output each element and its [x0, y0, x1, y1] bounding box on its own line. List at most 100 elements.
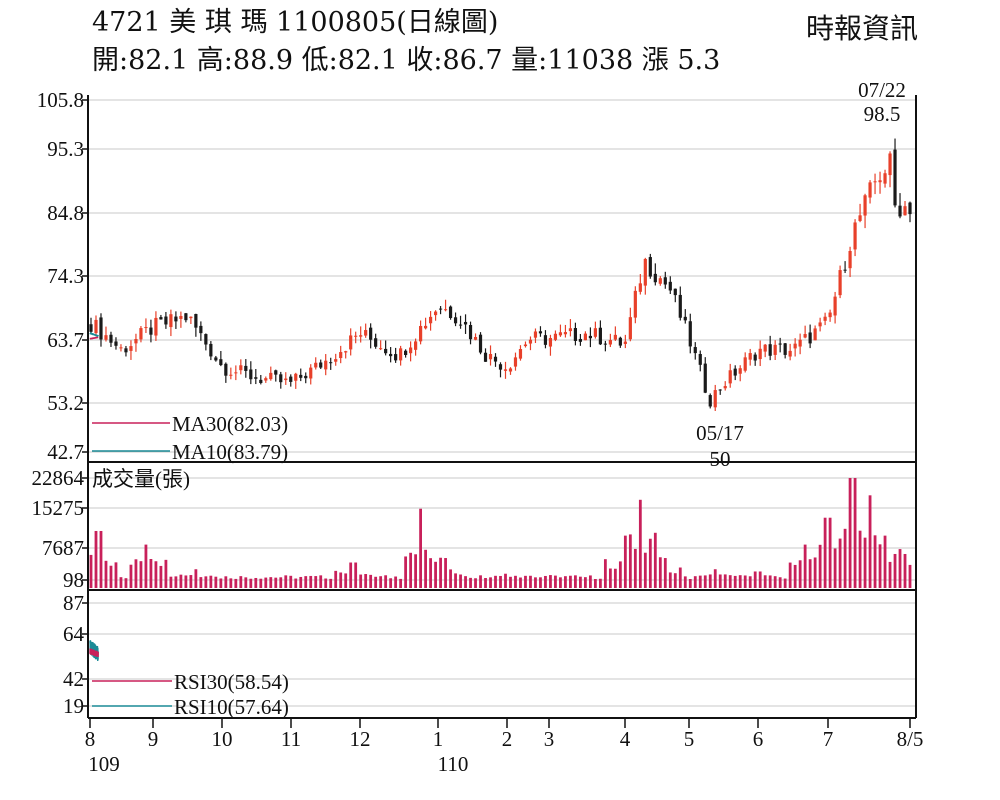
volume-bar — [289, 575, 293, 588]
volume-bar — [184, 575, 188, 588]
volume-bar — [264, 577, 268, 588]
candle-body — [723, 386, 727, 389]
volume-bar — [169, 576, 173, 588]
candle-body — [349, 335, 353, 350]
candle-body — [823, 316, 827, 321]
candle-body — [314, 362, 318, 368]
candle-body — [838, 270, 842, 296]
candle-body — [788, 350, 792, 357]
volume-bar — [653, 532, 657, 588]
y-tick-label: 53.2 — [47, 391, 84, 415]
candle-body — [94, 319, 98, 334]
candle-body — [224, 363, 228, 376]
volume-bar — [429, 558, 432, 588]
volume-bar — [204, 576, 208, 588]
candle-body — [853, 222, 857, 250]
candle-body — [269, 372, 273, 380]
volume-bar — [783, 578, 787, 588]
candle-body — [613, 334, 617, 340]
candle-body — [219, 359, 223, 366]
candle-body — [458, 324, 463, 326]
volume-bar — [379, 576, 383, 588]
volume-bar — [464, 576, 467, 588]
rsi30-legend-label: RSI30(58.54) — [174, 670, 289, 694]
candle-body — [748, 353, 752, 360]
source-label: 時報資訊 — [805, 12, 918, 45]
candle-body — [848, 250, 852, 269]
candle-body — [758, 348, 762, 360]
volume-bar — [224, 576, 228, 588]
volume-bar — [174, 576, 178, 588]
candle-body — [453, 317, 458, 324]
candle-body — [548, 338, 553, 347]
volume-bar — [668, 572, 672, 588]
volume-bar — [728, 575, 732, 588]
candle-body — [404, 350, 408, 356]
volume-bar — [119, 577, 123, 588]
candle-body — [174, 316, 178, 322]
candle-body — [648, 257, 652, 277]
volume-bar — [434, 561, 437, 588]
volume-bar — [304, 576, 308, 588]
volume-bar — [773, 576, 777, 588]
candle-body — [528, 339, 533, 344]
volume-bar — [144, 544, 148, 588]
candle-body — [493, 356, 498, 362]
volume-bar — [424, 549, 427, 588]
volume-bar — [179, 574, 183, 588]
high-value-label: 98.5 — [864, 102, 901, 126]
candle-body — [304, 375, 308, 379]
volume-bar — [813, 557, 817, 588]
candle-body — [409, 347, 413, 354]
y-tick-label: 87 — [63, 591, 84, 615]
volume-bar — [683, 576, 687, 588]
volume-bar — [409, 552, 413, 588]
candle-body — [299, 374, 303, 378]
candle-body — [428, 316, 433, 324]
candle-body — [99, 317, 103, 340]
volume-bar — [758, 571, 762, 588]
volume-bar — [164, 559, 168, 588]
volume-bar — [873, 535, 877, 588]
candle-body — [513, 357, 518, 367]
ma10-line — [89, 332, 99, 337]
volume-bar — [708, 574, 712, 588]
candle-body — [179, 315, 183, 319]
candle-body — [718, 389, 722, 391]
volume-bar — [89, 554, 93, 588]
candle-body — [184, 313, 188, 321]
candle-body — [389, 353, 393, 357]
y-tick-label: 105.8 — [37, 88, 84, 112]
volume-bar — [524, 575, 527, 588]
volume-bar — [519, 577, 522, 588]
volume-bar — [494, 575, 497, 588]
volume-bar — [244, 577, 248, 588]
candle-body — [533, 331, 538, 338]
candle-body — [618, 337, 622, 346]
volume-bar — [793, 564, 797, 588]
volume-panel: 成交量(張) — [89, 467, 912, 588]
candle-body — [344, 351, 348, 353]
candle-body — [433, 311, 438, 316]
y-tick-label: 15275 — [32, 496, 85, 520]
volume-bar — [299, 576, 303, 588]
candle-body — [638, 283, 642, 292]
volume-bar — [564, 576, 567, 588]
volume-bar — [738, 575, 742, 588]
volume-bar — [484, 578, 487, 588]
volume-bar — [693, 576, 697, 588]
candle-body — [329, 362, 333, 364]
volume-bar — [339, 572, 343, 588]
volume-bar — [593, 579, 597, 588]
x-tick-label: 11 — [281, 727, 301, 751]
candle-body — [249, 369, 253, 380]
volume-bar — [134, 559, 138, 588]
volume-bar — [908, 564, 912, 588]
volume-bar — [159, 565, 163, 588]
volume-bar — [588, 575, 592, 588]
volume-bar — [848, 478, 852, 588]
volume-bar — [394, 576, 398, 588]
candle-body — [903, 206, 907, 216]
y-tick-label: 74.3 — [47, 264, 84, 288]
